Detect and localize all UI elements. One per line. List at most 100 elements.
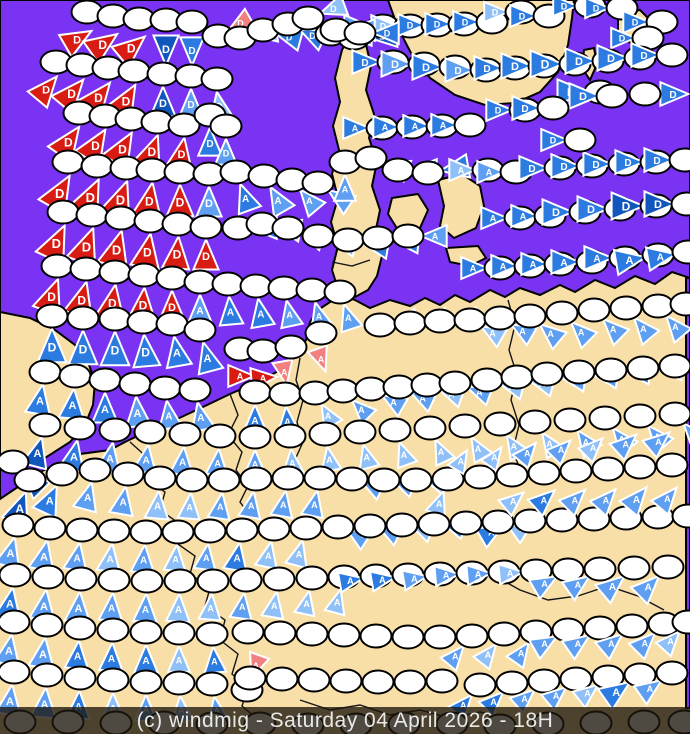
wind-symbol: A [343,419,381,472]
wind-arrow-triangle [434,437,457,468]
wind-arrow-letter: A [511,441,518,451]
wind-arrow-triangle [504,640,531,670]
wind-arrow-triangle [151,34,181,69]
wind-arrow-letter: A [584,688,591,698]
station-ellipse [628,81,662,107]
station-ellipse [295,277,329,303]
wind-arrow-letter: A [438,447,445,457]
wind-symbol: A [378,417,419,470]
station-ellipse [658,353,690,379]
wind-symbol: A [236,466,273,521]
station-ellipse [594,357,628,383]
wind-arrow-triangle [588,487,618,518]
wind-arrow-triangle [460,255,490,281]
station-ellipse [536,95,570,121]
station-ellipse [559,458,593,484]
station-ellipse [175,9,209,35]
wind-arrow-triangle [544,438,573,467]
wind-arrow-letter: D [112,243,121,258]
wind-arrow-triangle [612,248,649,277]
wind-symbol: A [527,557,585,601]
wind-arrow-letter: A [203,553,210,563]
wind-symbol: A [596,662,657,712]
wind-arrow-triangle [564,46,599,76]
wind-symbol [265,666,299,692]
wind-symbol: A [413,415,457,468]
wind-arrow-letter: D [579,91,587,103]
wind-arrow-letter: D [495,105,502,115]
wind-arrow-triangle [358,441,381,472]
wind-arrow-letter: D [462,17,469,27]
wind-arrow-letter: A [318,354,325,364]
wind-arrow-letter: A [196,306,203,317]
station-ellipse [304,320,338,346]
wind-symbol: A [259,566,296,621]
wind-arrow-letter: D [286,32,293,42]
wind-symbol: A [107,461,145,518]
wind-arrow-letter: A [257,309,264,320]
wind-arrow-letter: A [379,575,386,585]
wind-symbol: A [479,445,529,488]
wind-arrow-letter: D [64,136,73,150]
station-ellipse [45,461,79,487]
wind-symbol: A [0,512,35,571]
wind-arrow-letter: D [223,148,230,158]
wind-arrow-triangle [508,687,537,715]
wind-arrow-letter: A [251,416,258,427]
station-ellipse [195,621,229,647]
station-ellipse [129,619,163,645]
wind-arrow-letter: D [143,245,152,259]
station-ellipse [96,667,130,693]
wind-arrow-letter: A [664,494,671,504]
wind-arrow-letter: A [207,603,214,613]
caption-bar: (c) windmig - Saturday 04 April 2026 - 1… [0,707,690,734]
wind-symbol [327,622,361,648]
wind-arrow-letter: D [168,302,176,314]
station-ellipse [267,275,301,301]
wind-symbol: A [577,297,631,347]
station-ellipse [295,565,329,591]
station-ellipse [463,672,497,698]
wind-arrow-letter: D [624,158,631,169]
wind-arrow-letter: D [622,200,631,214]
wind-symbol: A [26,612,64,671]
wind-arrow-letter: D [116,192,125,207]
wind-arrow-letter: A [239,602,246,612]
wind-arrow-triangle [518,154,550,182]
wind-symbol: A [63,615,97,671]
wind-arrow-letter: A [583,437,590,447]
wind-symbol: A [63,566,98,624]
wind-arrow-letter: A [560,258,567,269]
wind-symbol: A [267,275,305,330]
wind-arrow-letter: D [173,248,182,262]
station-ellipse [265,666,299,692]
station-ellipse [148,375,182,401]
wind-arrow-letter: A [342,184,349,194]
wind-arrow-letter: A [363,453,370,463]
station-ellipse [495,462,529,488]
wind-arrow-triangle [644,246,679,273]
wind-symbol [425,668,459,694]
wind-arrow-letter: A [345,313,352,323]
station-ellipse [257,516,291,542]
wind-arrow-letter: A [647,684,654,694]
wind-arrow-letter: D [407,20,414,30]
wind-arrow-letter: D [79,343,88,357]
wind-arrow-letter: A [490,697,497,707]
wind-arrow-triangle [509,3,539,29]
wind-arrow-triangle [483,0,511,24]
wind-arrow-triangle [465,563,494,587]
station-ellipse [495,670,529,696]
wind-arrow-triangle [510,203,540,229]
wind-arrow-letter: D [511,61,519,73]
station-ellipse [80,153,114,179]
wind-arrow-letter: A [271,601,278,611]
station-ellipse [359,623,393,649]
station-ellipse [393,310,427,336]
wind-arrow-letter: A [486,167,493,177]
wind-arrow-triangle [582,150,614,178]
wind-arrow-letter: A [609,582,616,593]
wind-arrow-letter: D [67,87,76,101]
station-ellipse [231,619,265,645]
wind-arrow-letter: A [382,122,389,132]
